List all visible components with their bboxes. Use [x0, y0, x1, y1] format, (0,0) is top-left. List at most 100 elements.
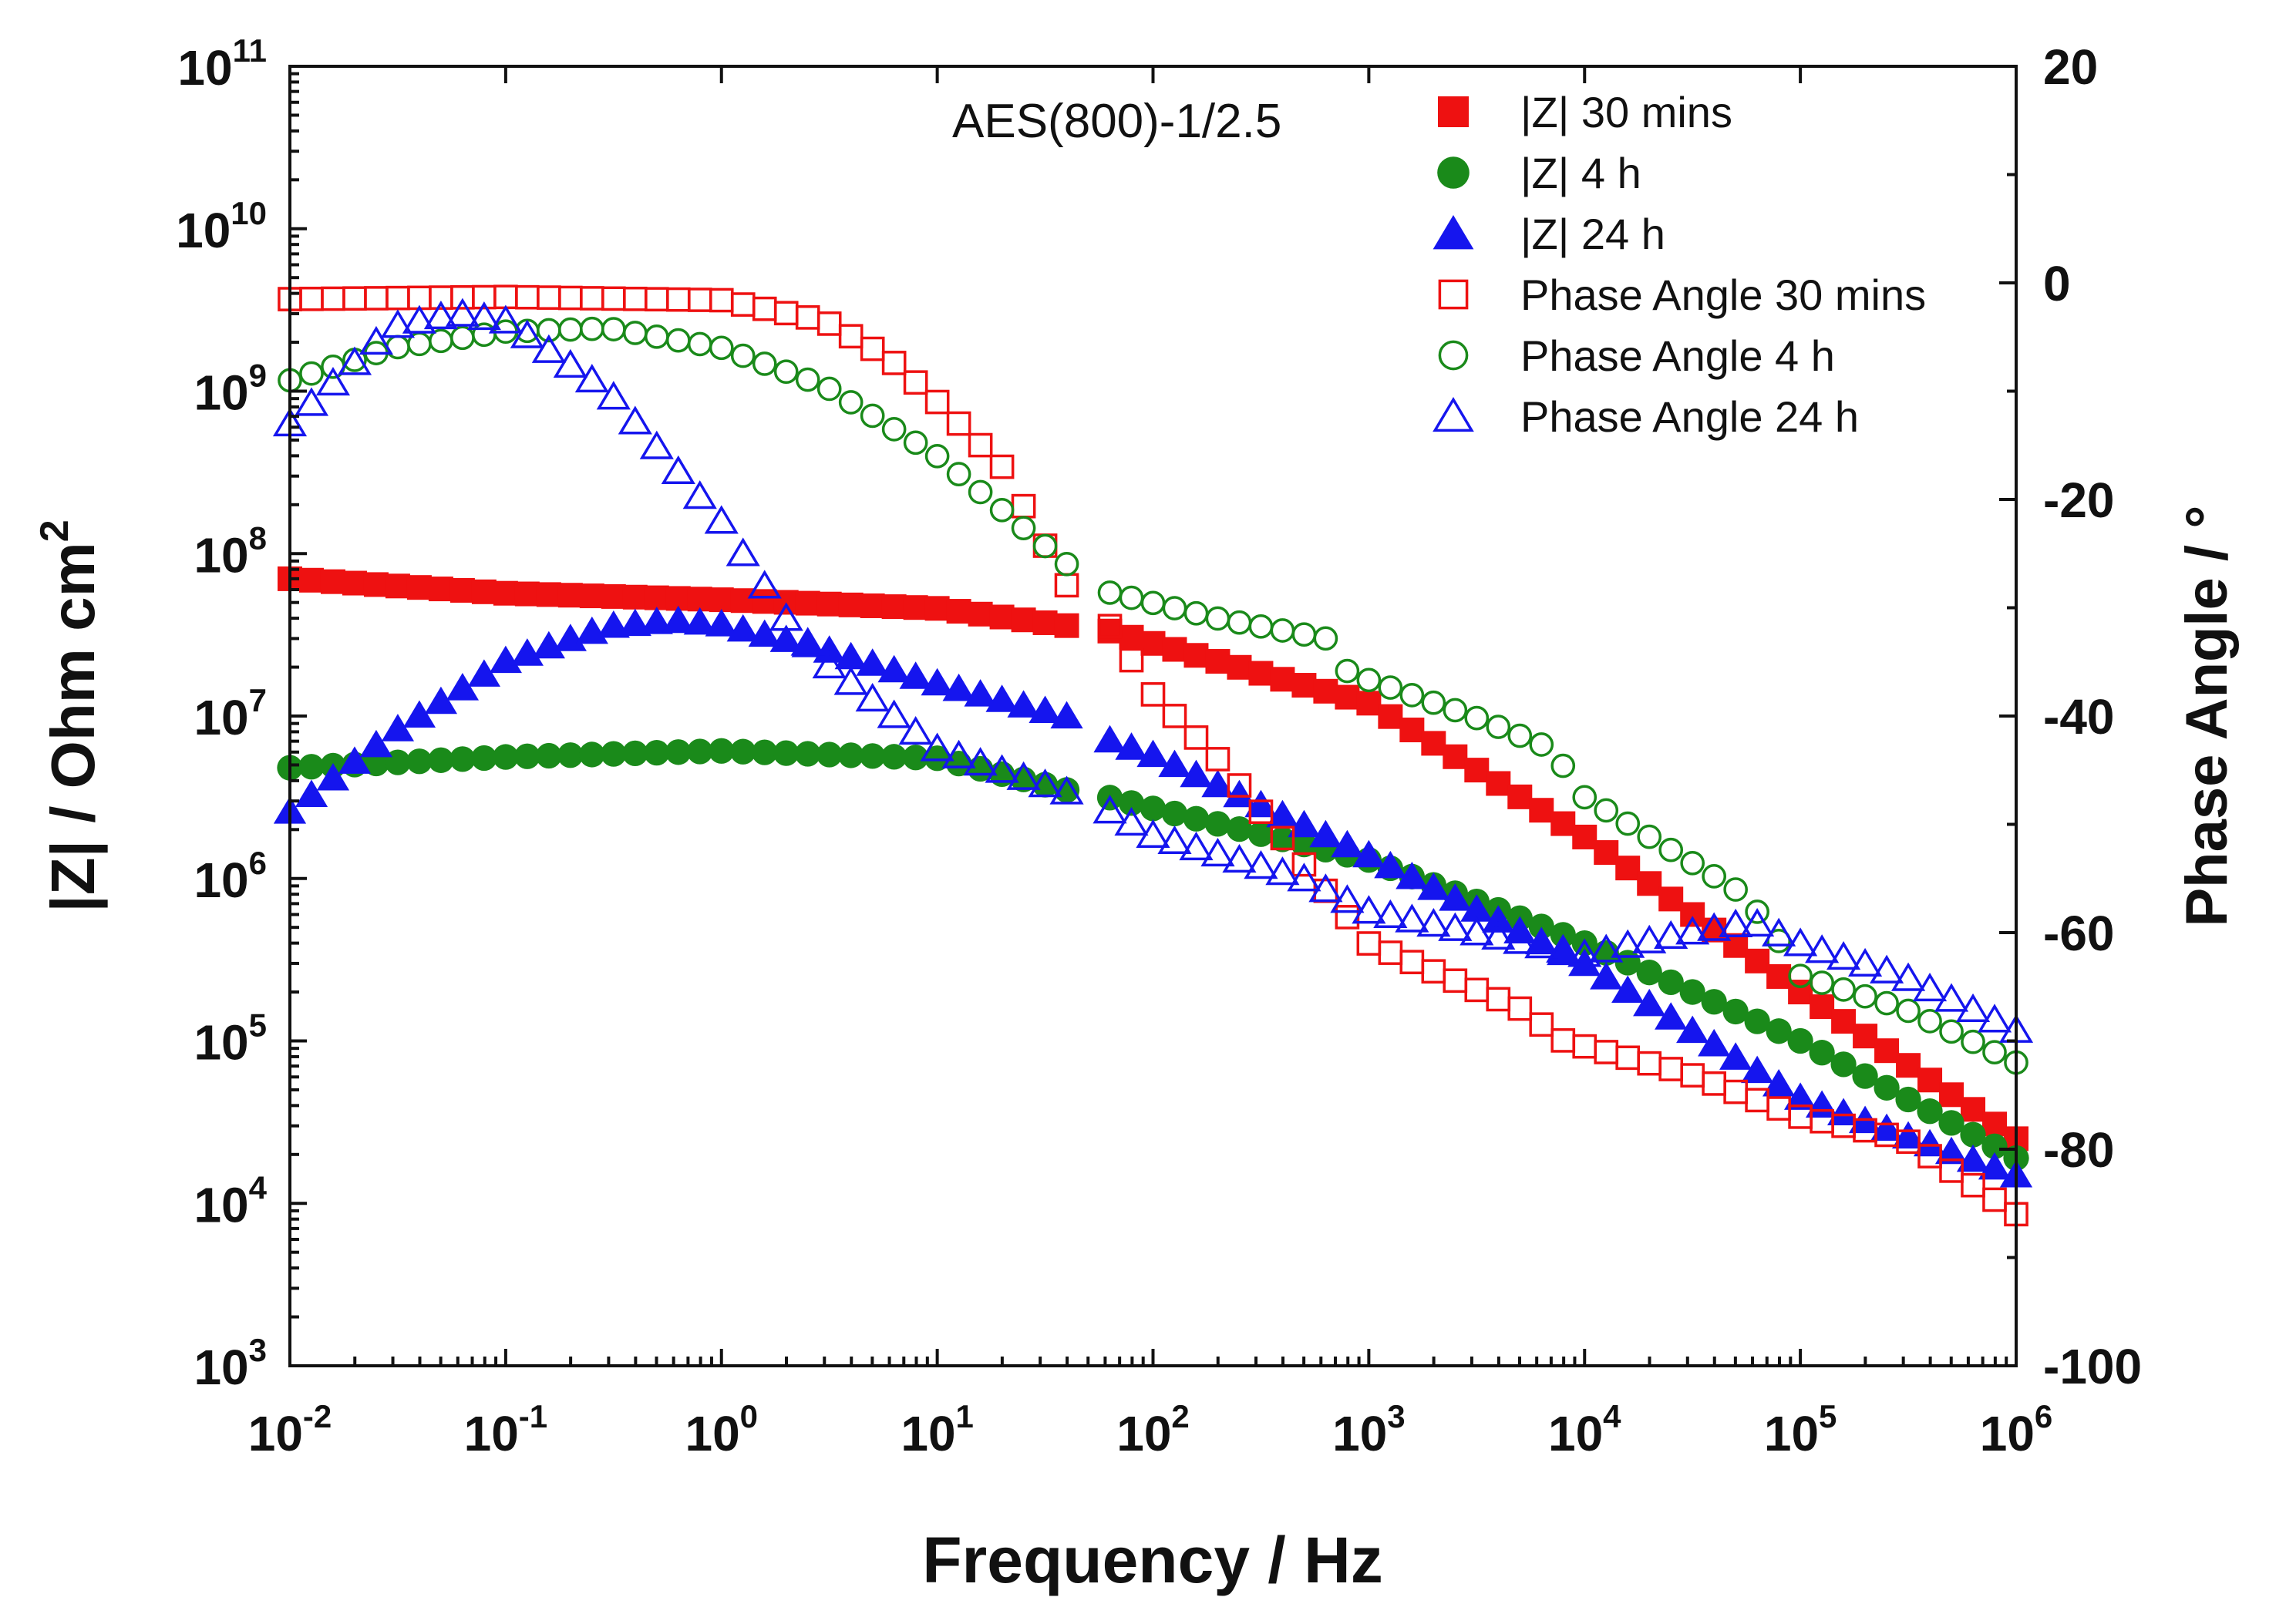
- data-point: [1826, 1098, 1860, 1126]
- data-point: [1524, 930, 1559, 959]
- data-point: [752, 739, 778, 765]
- data-point: [531, 334, 566, 363]
- series-phase-angle-30-mins: [278, 284, 2028, 1227]
- data-point: [380, 309, 416, 338]
- data-point: [644, 585, 669, 610]
- data-point: [1939, 1019, 1964, 1044]
- data-point: [1961, 1029, 1985, 1054]
- data-point: [1636, 960, 1662, 986]
- y-left-tick-base: 10: [194, 1340, 248, 1395]
- data-point: [1028, 768, 1062, 798]
- data-point: [622, 740, 648, 767]
- data-point: [790, 627, 825, 656]
- data-point: [1697, 912, 1732, 941]
- y-left-tick-label: 109: [194, 358, 267, 421]
- y-left-tick-label: 104: [194, 1169, 267, 1232]
- data-point: [1658, 969, 1684, 996]
- data-point: [881, 351, 907, 375]
- data-point: [1313, 678, 1338, 704]
- data-point: [795, 590, 820, 616]
- data-point: [769, 624, 803, 652]
- data-point: [1546, 933, 1581, 963]
- y-left-tick-exp: 9: [249, 358, 267, 394]
- data-point: [1443, 744, 1468, 769]
- legend-label: |Z| 24 h: [1520, 210, 1665, 258]
- legend-item: |Z| 30 mins: [1438, 88, 1732, 136]
- y-right-tick-label: -40: [2043, 689, 2115, 745]
- legend-marker: [1438, 279, 1469, 310]
- data-point: [704, 505, 739, 534]
- data-point: [596, 381, 631, 410]
- data-point: [1810, 970, 1834, 995]
- data-point: [795, 367, 820, 392]
- data-point: [428, 747, 454, 773]
- data-point: [471, 745, 497, 772]
- data-point: [1119, 647, 1144, 673]
- data-point: [1006, 761, 1041, 790]
- data-point: [1722, 998, 1749, 1025]
- data-point: [359, 729, 393, 758]
- data-point: [1615, 856, 1641, 881]
- data-point: [1244, 850, 1278, 879]
- data-point: [833, 666, 868, 695]
- data-point: [968, 601, 993, 627]
- data-point: [1589, 933, 1624, 963]
- data-point: [816, 741, 843, 768]
- data-point: [1831, 977, 1856, 1002]
- data-point: [1265, 856, 1300, 886]
- data-point: [1032, 772, 1059, 798]
- data-point: [1399, 718, 1425, 743]
- data-point: [1723, 877, 1748, 902]
- data-point: [1183, 805, 1210, 832]
- data-point: [709, 587, 734, 613]
- data-point: [1481, 920, 1516, 950]
- legend-label: Phase Angle 30 mins: [1520, 271, 1926, 319]
- series-layer: [272, 284, 2034, 1227]
- data-point: [665, 739, 692, 765]
- data-point: [449, 746, 476, 772]
- data-point: [968, 479, 993, 505]
- data-point: [838, 390, 864, 415]
- data-point: [1464, 758, 1490, 783]
- data-point: [946, 411, 971, 436]
- data-point: [1050, 701, 1083, 729]
- data-point: [493, 580, 518, 606]
- y-axis-right-label: Phase Angle / °: [2174, 505, 2240, 926]
- data-point: [1503, 925, 1537, 954]
- y-left-tick-base: 10: [194, 1015, 248, 1071]
- x-tick-exp: 1: [956, 1398, 974, 1434]
- data-point: [1331, 829, 1364, 858]
- data-point: [489, 645, 522, 674]
- data-point: [1180, 759, 1213, 788]
- data-point: [881, 417, 907, 442]
- data-point: [1762, 1069, 1796, 1097]
- data-point: [1288, 809, 1321, 838]
- data-point: [1115, 732, 1148, 760]
- data-point: [1913, 1128, 1947, 1157]
- data-point: [791, 630, 824, 657]
- data-point: [1896, 998, 1921, 1024]
- data-point: [1416, 908, 1451, 937]
- data-point: [1848, 947, 1883, 977]
- data-point: [1438, 912, 1473, 941]
- data-point: [1550, 753, 1576, 778]
- data-point: [1960, 1121, 1986, 1148]
- data-point: [1247, 821, 1274, 847]
- data-point: [661, 455, 695, 485]
- data-point: [1507, 723, 1533, 748]
- data-point: [1978, 1152, 2012, 1180]
- data-point: [1658, 886, 1684, 912]
- data-point: [1118, 790, 1145, 816]
- x-tick-label: 103: [1332, 1398, 1406, 1461]
- data-point: [1205, 747, 1231, 772]
- data-point: [924, 596, 950, 621]
- y-axis-left-label-base: |Z| / Ohm cm: [39, 542, 108, 912]
- data-point: [855, 682, 890, 712]
- x-tick-exp: 6: [2035, 1398, 2052, 1434]
- x-tick-label: 10-2: [248, 1398, 332, 1461]
- data-point: [574, 364, 609, 393]
- data-point: [1140, 795, 1167, 822]
- legend-item: |Z| 4 h: [1437, 149, 1641, 197]
- series--z-30-mins: [278, 566, 2028, 1152]
- data-point: [1870, 1113, 1904, 1142]
